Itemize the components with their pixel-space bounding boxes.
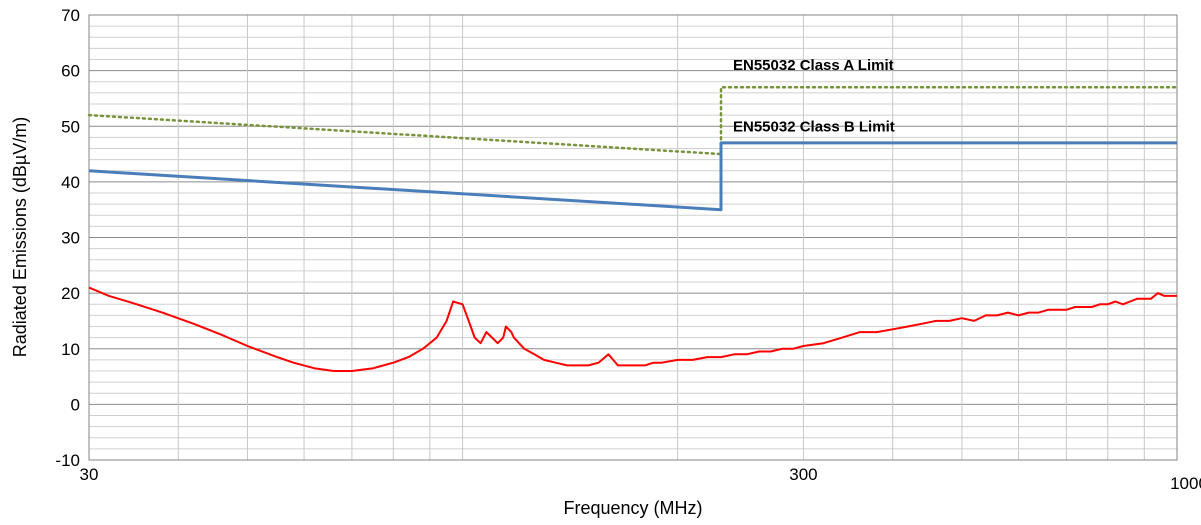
x-tick-label: 1000 — [1170, 474, 1201, 493]
y-tick-label: 70 — [61, 6, 80, 25]
x-axis-title: Frequency (MHz) — [563, 498, 702, 518]
plot-area — [88, 14, 1178, 461]
y-tick-label: 0 — [71, 395, 80, 414]
series-line-class-b — [88, 141, 1177, 212]
series-line-class-a — [87, 86, 1179, 156]
y-tick-label: 40 — [61, 173, 80, 192]
y-tick-label: 50 — [61, 117, 80, 136]
x-tick-label: 30 — [80, 465, 99, 484]
y-tick-label: 30 — [61, 229, 80, 248]
x-axis-ticks: 30 300 1000 — [80, 465, 1201, 493]
annotation-label: EN55032 Class B Limit — [733, 118, 895, 135]
y-tick-label: 20 — [61, 284, 80, 303]
y-tick-label: 60 — [61, 62, 80, 81]
x-tick-label: 300 — [789, 465, 817, 484]
grid — [89, 14, 1177, 461]
annotations: EN55032 Class A Limit EN55032 Class B Lim… — [733, 57, 895, 135]
y-axis-title: Radiated Emissions (dBµV/m) — [10, 117, 30, 357]
y-tick-label: -10 — [55, 451, 80, 470]
series-group — [87, 86, 1179, 372]
series-line-measured — [88, 286, 1177, 372]
annotation-label: EN55032 Class A Limit — [733, 57, 894, 74]
y-axis-ticks: 70 60 50 40 30 20 10 0 -10 — [55, 6, 80, 470]
y-tick-label: 10 — [61, 340, 80, 359]
